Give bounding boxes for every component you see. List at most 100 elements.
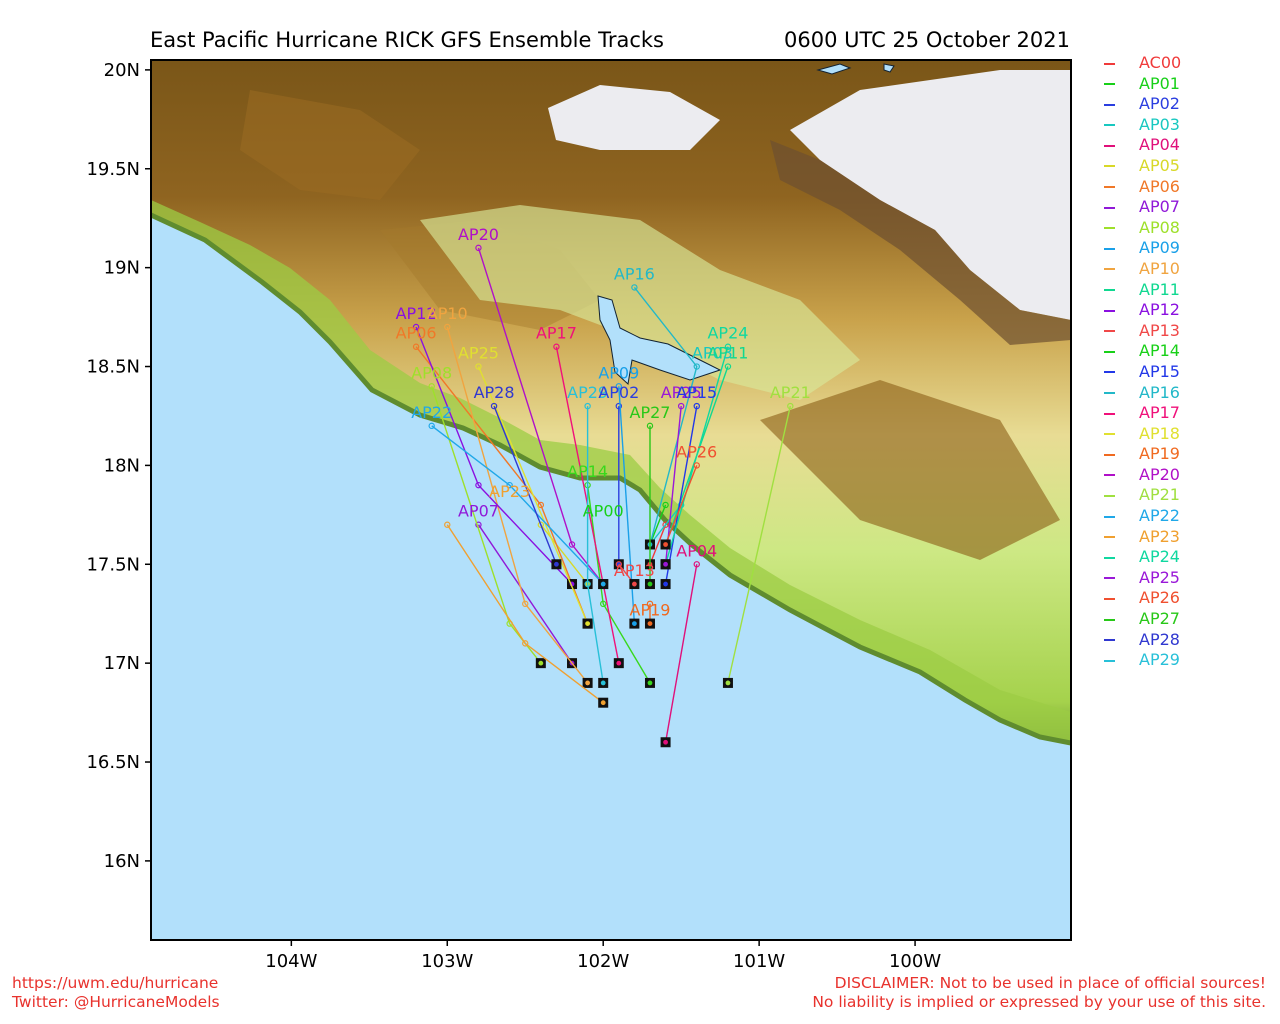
endpoint-label: AP07: [458, 502, 499, 521]
track-start-dot: [538, 660, 544, 666]
legend-label: AP20: [1139, 464, 1180, 484]
y-tick-label: 17.5N: [86, 554, 140, 575]
endpoint-label: AP10: [427, 304, 468, 323]
legend-swatch: [1104, 309, 1115, 312]
track-ap28: [493, 405, 558, 565]
track-ap05: [540, 524, 589, 585]
track-point: [615, 383, 622, 390]
footer-left: https://uwm.edu/hurricane Twitter: @Hurr…: [12, 974, 220, 1012]
legend-swatch: [1104, 62, 1115, 65]
disclaimer-line-2: No liability is implied or expressed by …: [812, 993, 1266, 1011]
legend-label: AP01: [1139, 73, 1180, 93]
legend-label: AP19: [1139, 444, 1180, 464]
coastal-lowland: [151, 200, 1071, 743]
endpoint-label: AP29: [567, 383, 608, 402]
peak-east-shadow: [770, 140, 1071, 345]
track-point: [631, 284, 638, 291]
legend-item-ap28: AP28: [1104, 630, 1181, 651]
legend-swatch: [1104, 268, 1115, 271]
endpoint-label: AP21: [770, 383, 811, 402]
legend-swatch: [1104, 206, 1115, 209]
footer-url-link[interactable]: https://uwm.edu/hurricane: [12, 974, 219, 992]
track-point: [568, 541, 576, 548]
track-point: [693, 561, 700, 568]
map-datetime: 0600 UTC 25 October 2021: [784, 28, 1070, 52]
track-start-dot: [631, 621, 637, 626]
track-point: [490, 402, 498, 410]
y-tick-label: 18N: [104, 455, 140, 476]
legend-item-ap20: AP20: [1104, 465, 1181, 486]
legend-item-ap01: AP01: [1104, 74, 1181, 95]
y-tick-label: 17N: [104, 653, 140, 674]
track-point: [787, 402, 794, 410]
endpoint-label: AP13: [614, 561, 655, 580]
legend-item-ap23: AP23: [1104, 527, 1181, 548]
legend-item-ap18: AP18: [1104, 424, 1181, 445]
track-ap29: [586, 406, 604, 684]
tracks-layer: [412, 244, 794, 748]
endpoint-label: AP06: [396, 324, 437, 343]
track-point: [444, 521, 451, 528]
legend-swatch: [1104, 371, 1115, 374]
endpoint-label: AP12: [396, 304, 437, 323]
legend-label: AP10: [1139, 258, 1180, 278]
legend-swatch: [1104, 412, 1115, 415]
legend-item-ap02: AP02: [1104, 94, 1181, 115]
x-tick-label: 103W: [421, 951, 473, 972]
track-ap24: [664, 346, 729, 565]
endpoint-label: AP22: [411, 403, 452, 422]
footer-twitter: Twitter: @HurricaneModels: [12, 993, 220, 1011]
legend-label: AP24: [1139, 547, 1180, 567]
track-start-dot: [631, 581, 637, 587]
endpoint-label: AP25: [458, 344, 499, 363]
track-start-dot: [663, 739, 668, 745]
legend-swatch: [1104, 474, 1115, 477]
track-point: [724, 363, 732, 370]
track-start-dot: [616, 660, 622, 666]
track-ap14: [586, 485, 651, 684]
endpoint-label: AP27: [630, 403, 671, 422]
peak-west: [548, 85, 720, 150]
legend-swatch: [1104, 515, 1115, 518]
legend-swatch: [1104, 453, 1115, 456]
legend-item-ac00: AC00: [1104, 53, 1181, 74]
highland-brown-west: [240, 90, 420, 200]
track-point: [615, 402, 622, 410]
legend-swatch: [1104, 639, 1115, 642]
endpoint-label: AP20: [458, 225, 499, 244]
endpoint-label: AP00: [583, 502, 624, 521]
endpoint-label: AP23: [489, 482, 530, 501]
legend-swatch: [1104, 618, 1115, 621]
legend-item-ap29: AP29: [1104, 650, 1181, 671]
y-tick-label: 16.5N: [86, 752, 140, 773]
track-point: [553, 343, 560, 350]
endpoint-label: AP17: [536, 324, 577, 343]
legend-label: AP03: [1139, 114, 1180, 134]
legend-label: AP23: [1139, 526, 1180, 546]
track-point: [537, 521, 545, 528]
track-point: [444, 323, 451, 331]
track-start-dot: [600, 700, 606, 706]
legend-swatch: [1104, 144, 1115, 147]
legend-label: AP07: [1139, 197, 1180, 217]
legend-label: AP29: [1139, 650, 1180, 670]
x-tick-label: 101W: [733, 951, 785, 972]
legend-swatch: [1104, 392, 1115, 394]
track-start-dot: [647, 581, 653, 587]
legend-swatch: [1104, 83, 1115, 86]
track-point: [600, 600, 607, 608]
track-point: [412, 323, 420, 331]
x-tick-label: 102W: [577, 951, 629, 972]
legend-item-ap04: AP04: [1104, 135, 1181, 156]
legend-label: AP16: [1139, 382, 1180, 402]
track-point: [475, 244, 482, 252]
track-point: [615, 561, 622, 568]
endpoint-label: AP15: [676, 383, 717, 402]
legend-swatch: [1104, 597, 1115, 600]
track-ap04: [664, 564, 698, 743]
track-ap21: [727, 405, 791, 684]
legend-label: AP22: [1139, 506, 1180, 526]
highland-yellow-band: [420, 205, 860, 400]
track-ap18: [477, 366, 589, 624]
